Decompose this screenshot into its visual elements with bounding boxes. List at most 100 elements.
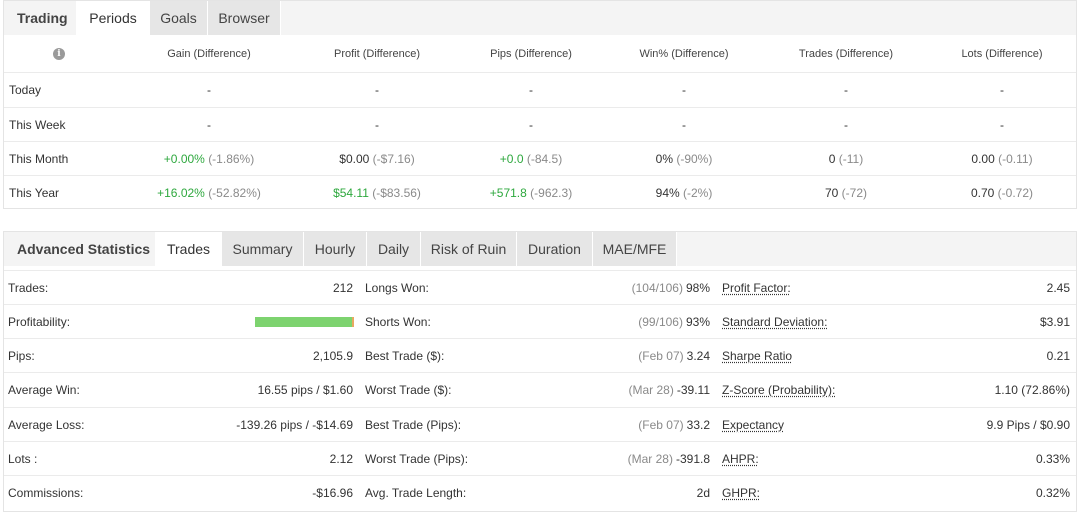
stat-label: Average Win: — [8, 382, 80, 397]
period-diff: (-962.3) — [530, 185, 573, 200]
stat-value-group: (Feb 07) 33.2 — [638, 408, 710, 441]
stat-value: 0.33% — [1035, 451, 1070, 466]
period-value: +0.0 — [499, 151, 524, 166]
stat-value: -$16.96 — [312, 485, 353, 500]
stat-tooltip-label[interactable]: Expectancy — [722, 417, 785, 432]
period-label: This Month — [9, 151, 69, 166]
stat-label: Profitability: — [8, 314, 71, 329]
stat-extra: (99/106) — [638, 314, 683, 329]
stats-row: Average Win: 16.55 pips / $1.60 Worst Trad… — [4, 372, 1076, 406]
info-icon[interactable]: i — [53, 47, 65, 60]
period-cell: - — [529, 117, 533, 132]
col-header-trades: Trades (Difference) — [798, 47, 894, 60]
periods-panel: Trading Periods Goals Browser i Gain (Di… — [3, 0, 1077, 209]
stat-tooltip-label[interactable]: Standard Deviation: — [722, 314, 828, 329]
period-diff: (-84.5) — [526, 151, 563, 166]
tab-browser[interactable]: Browser — [208, 1, 281, 35]
period-cell: 0.70 (-0.72) — [922, 176, 1080, 209]
stat-value: 2d — [696, 485, 710, 500]
stat-value-group: (104/106) 98% — [632, 271, 710, 304]
stat-value-group: (99/106) 93% — [638, 305, 710, 338]
stats-row: Trades: 212 Longs Won: (104/106) 98% Profit F… — [4, 270, 1076, 304]
period-row-week: This Week - - - - - - — [4, 107, 1076, 141]
stat-label-wrap: Sharpe Ratio — [722, 339, 792, 372]
period-value: 70 — [824, 185, 839, 200]
stat-value: 16.55 pips / $1.60 — [257, 382, 353, 397]
stat-label-wrap: GHPR: — [722, 476, 760, 509]
stat-label: Lots : — [8, 451, 38, 466]
period-cell: 94% (-2%) — [604, 176, 764, 209]
period-cell: +0.00% (-1.86%) — [129, 142, 289, 175]
periods-tabbar: Trading Periods Goals Browser — [4, 1, 1076, 35]
stat-label-wrap: Standard Deviation: — [722, 305, 827, 338]
tab-hourly[interactable]: Hourly — [304, 232, 367, 266]
stat-value: 1.10 (72.86%) — [994, 382, 1070, 397]
stats-row: Lots : 2.12 Worst Trade (Pips): (Mar 28) -39… — [4, 441, 1076, 475]
period-cell: - — [682, 83, 686, 97]
stat-tooltip-label[interactable]: Sharpe Ratio — [722, 348, 793, 363]
period-cell: $54.11 (-$83.56) — [297, 176, 457, 209]
period-diff: (-2%) — [683, 185, 713, 200]
period-diff: (-72) — [841, 185, 868, 200]
tab-summary[interactable]: Summary — [222, 232, 304, 266]
stat-label-wrap: Z-Score (Probability): — [722, 373, 835, 406]
period-value: $0.00 — [339, 151, 370, 166]
stat-value-group: 2d — [694, 476, 710, 509]
period-value: 0 — [828, 151, 836, 166]
col-header-gain: Gain (Difference) — [167, 47, 251, 60]
stat-value: 3.24 — [686, 348, 710, 363]
period-value: $54.11 — [333, 185, 369, 200]
period-diff: (-1.86%) — [208, 151, 255, 166]
stats-row: Pips: 2,105.9 Best Trade ($): (Feb 07) 3.24 S… — [4, 338, 1076, 372]
col-header-pips: Pips (Difference) — [490, 47, 572, 60]
stat-label-wrap: Profit Factor: — [722, 271, 791, 304]
stat-value: 98% — [685, 280, 710, 295]
tab-trades[interactable]: Trades — [156, 232, 222, 266]
period-value: +16.02% — [157, 185, 205, 200]
stat-value: 2,105.9 — [312, 348, 353, 363]
stat-tooltip-label[interactable]: AHPR: — [722, 451, 759, 466]
period-cell: 70 (-72) — [766, 176, 926, 209]
stat-value-group: (Feb 07) 3.24 — [638, 339, 710, 372]
tab-duration[interactable]: Duration — [517, 232, 593, 266]
tab-trading: Trading — [4, 1, 77, 35]
stats-row: Commissions: -$16.96 Avg. Trade Length: 2d G… — [4, 475, 1076, 509]
stats-tabbar: Advanced Statistics Trades Summary Hourl… — [4, 232, 1076, 266]
profitability-loss-segment — [352, 317, 354, 327]
period-diff: (-0.72) — [997, 185, 1034, 200]
stat-tooltip-label[interactable]: Profit Factor: — [722, 280, 791, 295]
tab-periods[interactable]: Periods — [77, 1, 150, 35]
periods-header-row: i Gain (Difference) Profit (Difference) … — [4, 35, 1076, 72]
stat-value: 212 — [332, 280, 353, 295]
stat-label: Pips: — [8, 348, 35, 363]
profitability-bar — [255, 317, 354, 327]
period-cell: - — [844, 83, 848, 97]
period-value: 94% — [655, 185, 680, 200]
stat-tooltip-label[interactable]: GHPR: — [722, 485, 761, 500]
stat-label: Worst Trade ($): — [365, 382, 452, 397]
tab-goals[interactable]: Goals — [150, 1, 208, 35]
period-row-month: This Month +0.00% (-1.86%) $0.00 (-$7.16… — [4, 141, 1076, 175]
period-cell: 0.00 (-0.11) — [922, 142, 1080, 175]
stat-value: 93% — [685, 314, 710, 329]
period-value: 0.70 — [970, 185, 995, 200]
stats-row: Profitability: Shorts Won: (99/106) 93% Stan… — [4, 304, 1076, 338]
period-cell: - — [1000, 117, 1004, 132]
tab-daily[interactable]: Daily — [367, 232, 421, 266]
period-cell: - — [375, 83, 379, 97]
period-label: This Week — [9, 117, 66, 132]
period-diff: (-$83.56) — [372, 185, 421, 200]
info-icon-cell[interactable]: i — [49, 35, 69, 72]
period-value: +0.00% — [163, 151, 205, 166]
stat-label: Worst Trade (Pips): — [365, 451, 469, 466]
stat-extra: (Mar 28) — [627, 451, 673, 466]
period-cell: +0.0 (-84.5) — [451, 142, 611, 175]
period-diff: (-52.82%) — [208, 185, 261, 200]
period-label: Today — [9, 83, 42, 97]
tab-risk-of-ruin[interactable]: Risk of Ruin — [421, 232, 517, 266]
stat-value: $3.91 — [1039, 314, 1070, 329]
period-label: This Year — [9, 185, 60, 200]
stat-label: Best Trade ($): — [365, 348, 445, 363]
stat-tooltip-label[interactable]: Z-Score (Probability): — [722, 382, 836, 397]
tab-mae-mfe[interactable]: MAE/MFE — [593, 232, 677, 266]
